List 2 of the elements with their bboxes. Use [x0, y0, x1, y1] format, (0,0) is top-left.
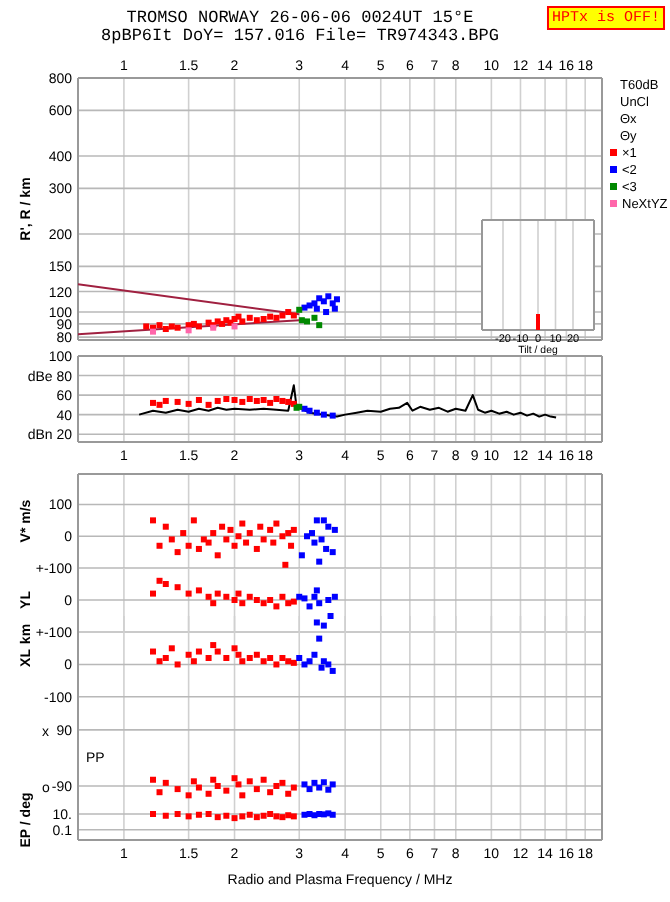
chart-subtitle: 8pBP6It DoY= 157.016 File= TR974343.BPG — [101, 26, 499, 46]
chart-title: TROMSO NORWAY 26-06-06 0024UT 15°E — [126, 8, 474, 28]
